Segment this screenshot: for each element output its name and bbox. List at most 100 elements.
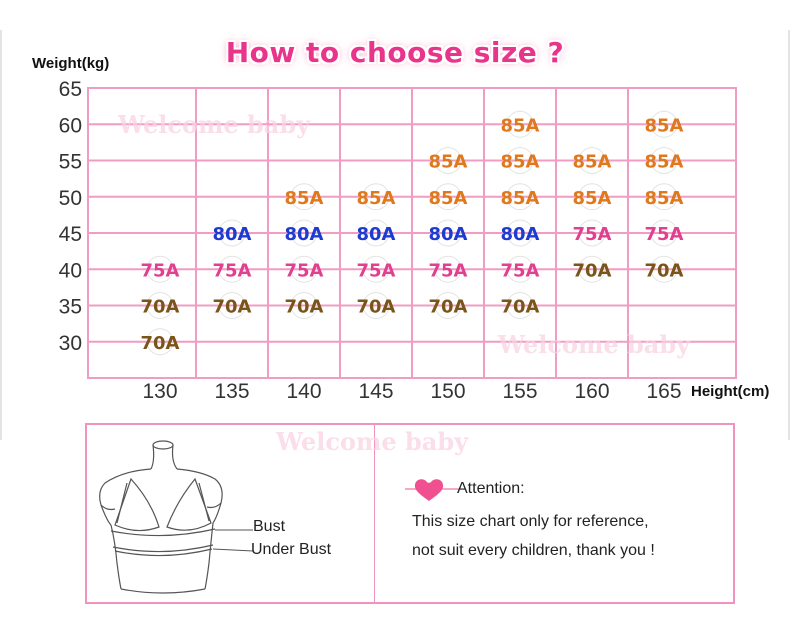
x-tick-label: 145 [358, 380, 393, 403]
cell-size-label: 75A [501, 260, 540, 281]
cell-size-label: 85A [501, 188, 540, 209]
heart-icon [405, 479, 461, 501]
cell-size-label: 85A [573, 152, 612, 173]
size-cell: 85A [645, 147, 684, 174]
size-cell: 85A [357, 183, 396, 211]
cell-size-label: 85A [645, 152, 684, 173]
size-cell: 75A [213, 255, 252, 283]
size-cell: 85A [429, 147, 468, 174]
cell-size-label: 75A [213, 260, 252, 281]
cell-circle [434, 219, 462, 247]
cell-circle [578, 147, 606, 174]
size-cell: 75A [429, 255, 468, 283]
x-axis-title: Height(cm) [691, 383, 770, 400]
cell-size-label: 75A [141, 260, 180, 281]
cell-size-label: 75A [429, 260, 468, 281]
cell-circle [290, 255, 318, 283]
cell-size-label: 80A [429, 224, 468, 245]
cell-size-label: 70A [141, 297, 180, 318]
x-tick-label: 155 [502, 380, 537, 403]
y-axis-title: Weight(kg) [32, 55, 110, 72]
size-cell: 75A [501, 255, 540, 283]
cell-circle [218, 255, 246, 283]
size-cell: 85A [645, 183, 684, 211]
size-chart: 30 35 40 45 50 55 60 65 130 135 140 145 150 155 160 16… [59, 78, 737, 403]
size-cell: 70A [141, 328, 180, 356]
cell-circle [650, 219, 678, 247]
size-cell: 85A [501, 183, 540, 211]
cell-circle [362, 292, 390, 319]
cell-size-label: 70A [429, 297, 468, 318]
size-cell: 75A [357, 255, 396, 283]
cell-size-label: 70A [357, 297, 396, 318]
y-tick-labels: 30 35 40 45 50 55 60 65 [59, 78, 82, 355]
y-tick-label: 45 [59, 223, 82, 246]
cell-circle [290, 219, 318, 247]
cell-size-label: 75A [357, 260, 396, 281]
cell-circle [650, 255, 678, 283]
cell-size-label: 70A [141, 333, 180, 354]
cell-circle [506, 219, 534, 247]
cell-circle [146, 292, 174, 319]
torso-illustration-icon [99, 440, 254, 594]
y-tick-label: 60 [59, 114, 82, 137]
x-tick-label: 165 [646, 380, 681, 403]
cell-circle [434, 292, 462, 319]
size-cell: 70A [141, 292, 180, 319]
cell-size-label: 70A [285, 297, 324, 318]
cell-circle [650, 110, 678, 138]
cell-size-label: 85A [645, 188, 684, 209]
cell-size-label: 70A [501, 297, 540, 318]
cell-size-label: 80A [357, 224, 396, 245]
size-cell: 85A [285, 183, 324, 211]
cell-circle [650, 147, 678, 174]
cell-circle [362, 219, 390, 247]
size-cell: 85A [501, 110, 540, 138]
cell-size-label: 80A [213, 224, 252, 245]
y-tick-label: 65 [59, 78, 82, 101]
cell-size-label: 75A [573, 224, 612, 245]
cell-size-label: 75A [285, 260, 324, 281]
cell-circle [290, 183, 318, 211]
x-tick-labels: 130 135 140 145 150 155 160 165 [142, 380, 681, 403]
cell-circle [146, 328, 174, 356]
cell-circle [578, 255, 606, 283]
size-cell: 85A [645, 110, 684, 138]
size-cell: 70A [645, 255, 684, 283]
cell-circle [290, 292, 318, 319]
cell-size-label: 85A [645, 115, 684, 136]
cell-size-label: 85A [429, 152, 468, 173]
cell-circle [146, 255, 174, 283]
cell-circle [650, 183, 678, 211]
attention-line-1: This size chart only for reference, [412, 513, 649, 530]
cell-circle [578, 219, 606, 247]
attention-line-2: not suit every children, thank you ! [412, 542, 655, 559]
cell-circle [362, 183, 390, 211]
cell-circle [578, 183, 606, 211]
size-cell: 85A [501, 147, 540, 174]
cell-size-label: 85A [429, 188, 468, 209]
x-tick-label: 135 [214, 380, 249, 403]
info-box: Bust Under Bust Attention: This size cha… [85, 423, 735, 604]
size-cell: 70A [573, 255, 612, 283]
cell-size-label: 85A [501, 115, 540, 136]
cell-circle [506, 292, 534, 319]
size-cell: 70A [213, 292, 252, 319]
cell-size-label: 80A [501, 224, 540, 245]
cell-circle [218, 219, 246, 247]
size-cell: 85A [573, 183, 612, 211]
size-cell: 80A [501, 219, 540, 247]
size-cell: 80A [429, 219, 468, 247]
size-cell: 75A [141, 255, 180, 283]
size-cell: 75A [645, 219, 684, 247]
y-tick-label: 35 [59, 296, 82, 319]
cell-size-label: 70A [573, 260, 612, 281]
cell-circle [506, 255, 534, 283]
x-tick-label: 140 [286, 380, 321, 403]
size-cell: 75A [285, 255, 324, 283]
frame-right-edge [788, 30, 790, 440]
cell-size-label: 85A [501, 152, 540, 173]
size-cell: 70A [501, 292, 540, 319]
size-cells: 70A 70A 70A 70A 70A 70A 70A 75A 75A 75A 75A 75A 75A 7… [141, 110, 684, 356]
size-cell: 80A [213, 219, 252, 247]
